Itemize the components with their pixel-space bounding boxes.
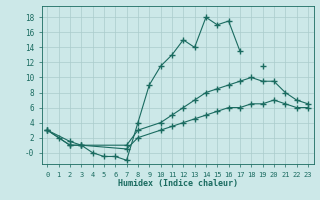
- X-axis label: Humidex (Indice chaleur): Humidex (Indice chaleur): [118, 179, 237, 188]
